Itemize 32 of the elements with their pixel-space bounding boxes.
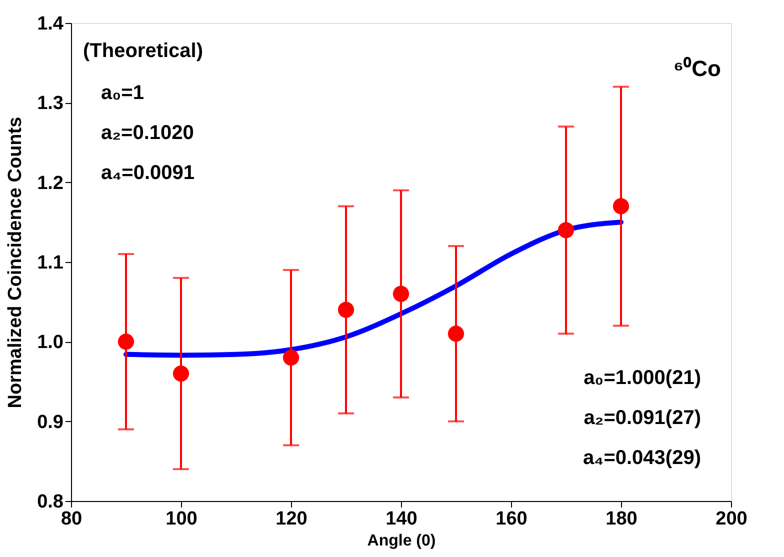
annotation: a₀=1	[101, 82, 144, 104]
y-tick-label: 0.8	[37, 492, 64, 512]
point	[612, 198, 630, 214]
y-tick-label: 1.2	[37, 172, 64, 194]
annotation: a₀=1.000(21)	[584, 367, 701, 389]
y-tick-label: 0.9	[37, 412, 64, 433]
y-tick-label: 1.0	[37, 332, 64, 354]
point	[172, 365, 190, 382]
x-tick-label: 180	[606, 508, 638, 530]
point	[392, 286, 410, 302]
annotation: ⁶⁰Co	[674, 56, 721, 81]
point	[118, 334, 134, 350]
point	[558, 222, 574, 238]
point	[338, 302, 354, 318]
y-tick-label: 1.3	[37, 93, 64, 114]
annotation: a₄=0.043(29)	[583, 447, 701, 469]
y-axis-title: Normalized Coincidence Counts	[5, 116, 26, 408]
point	[448, 326, 464, 342]
point	[282, 350, 300, 366]
x-tick-label: 160	[496, 508, 528, 530]
x-tick-label: 120	[276, 508, 308, 530]
x-tick-label: 140	[386, 508, 418, 530]
annotation: a₂=0.091(27)	[584, 407, 701, 429]
x-tick-label: 100	[166, 508, 198, 530]
x-tick-label: 200	[716, 508, 748, 530]
y-tick-label: 1.4	[37, 14, 64, 34]
x-axis-title: Angle (0)	[367, 532, 436, 550]
annotation: a₄=0.0091	[101, 162, 195, 184]
annotation: (Theoretical)	[83, 40, 204, 62]
x-tick-label: 80	[60, 508, 82, 530]
annotation: a₂=0.1020	[101, 122, 194, 144]
y-tick-label: 1.1	[37, 252, 64, 274]
